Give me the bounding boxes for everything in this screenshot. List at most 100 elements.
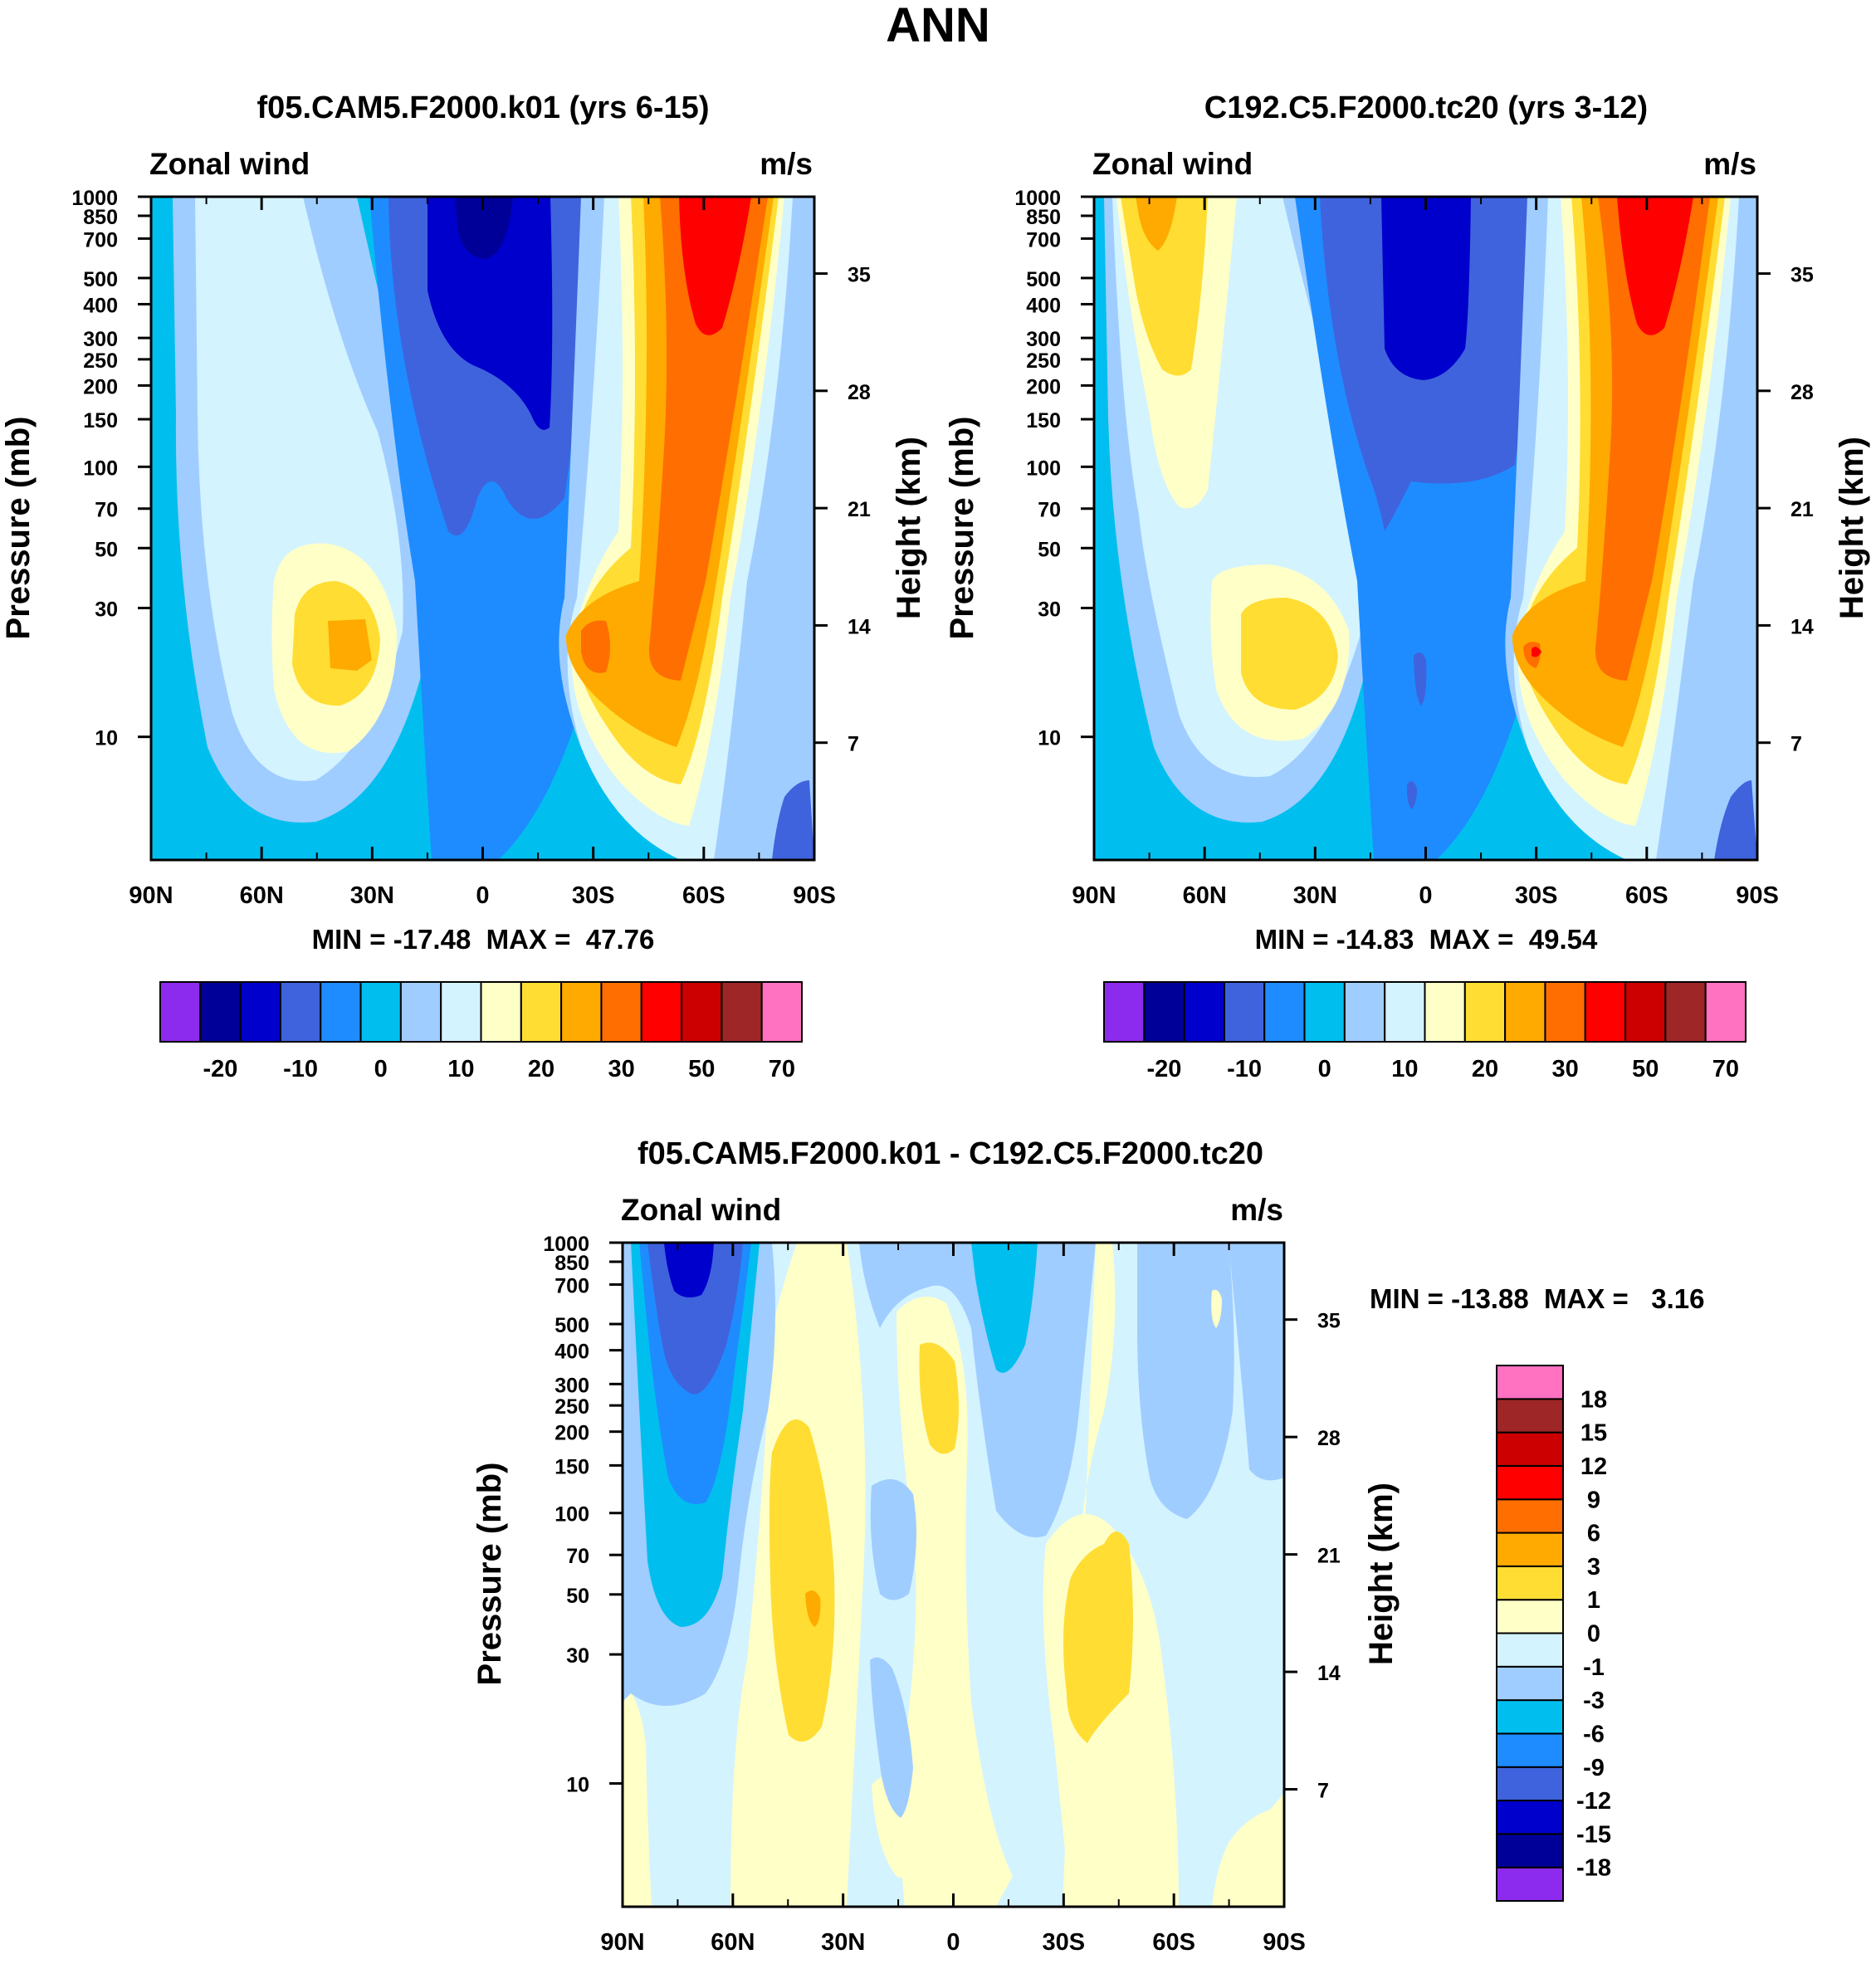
colorbar-box — [1303, 981, 1346, 1043]
colorbar-box — [1496, 1599, 1564, 1634]
colorbar: -20 -10 0 10 20 30 50 70 — [159, 981, 803, 1082]
height-tick-label: 14 — [1791, 615, 1814, 638]
x-tick-label: 60N — [240, 882, 284, 909]
height-tick-label: 28 — [1317, 1427, 1341, 1450]
contour-field — [1094, 197, 1757, 860]
y-tick-label: 400 — [554, 1341, 589, 1364]
colorbar-label: 50 — [688, 1056, 715, 1082]
x-tick-label: 30S — [572, 882, 615, 909]
x-axis: 90N 60N 30N 0 30S 60S 90S — [1072, 197, 1779, 909]
x-tick-label: 90N — [129, 882, 173, 909]
colorbar-label: 50 — [1632, 1056, 1659, 1082]
colorbar-box — [279, 981, 322, 1043]
colorbar-box — [359, 981, 402, 1043]
contour-band — [1381, 197, 1471, 380]
y-tick-label: 500 — [83, 268, 118, 291]
height-axis-label: Height (km) — [1834, 437, 1870, 619]
colorbar-label: -20 — [203, 1056, 238, 1082]
x-tick-label: 30N — [821, 1929, 865, 1956]
height-tick-label: 21 — [1791, 498, 1814, 521]
colorbar-box — [480, 981, 522, 1043]
panel-model2: C192.C5.F2000.tc20 (yrs 3-12) Zonal wind… — [944, 90, 1870, 1082]
colorbar-label: -1 — [1583, 1654, 1605, 1681]
y-tick-label: 10 — [566, 1773, 589, 1796]
x-tick-label: 30N — [1293, 882, 1337, 909]
y-tick-label: 300 — [1026, 328, 1061, 351]
colorbar-box — [1496, 1532, 1564, 1567]
height-axis: 35 28 21 14 7 — [1757, 264, 1814, 756]
contour-band — [870, 1479, 916, 1600]
contour-band — [1241, 598, 1338, 710]
colorbar-box — [399, 981, 442, 1043]
colorbar-label: 20 — [528, 1056, 554, 1082]
y-tick-label: 250 — [1026, 349, 1061, 373]
colorbar-box — [159, 981, 202, 1043]
height-tick-label: 28 — [848, 381, 871, 404]
colorbar-box — [440, 981, 482, 1043]
min-max-label: MIN = -13.88 MAX = 3.16 — [1370, 1283, 1705, 1314]
colorbar-label: -18 — [1576, 1855, 1611, 1882]
colorbar-box — [600, 981, 642, 1043]
colorbar-label: -10 — [1227, 1056, 1262, 1082]
colorbar-box — [1103, 981, 1146, 1043]
contour-band — [805, 1590, 821, 1627]
y-tick-label: 30 — [566, 1644, 589, 1668]
colorbar-box — [1343, 981, 1386, 1043]
colorbar-box — [1496, 1866, 1564, 1902]
colorbar-box — [1704, 981, 1747, 1043]
height-tick-label: 21 — [848, 498, 871, 521]
y-axis-label: Pressure (mb) — [0, 417, 37, 640]
x-tick-label: 90S — [1736, 882, 1779, 909]
y-tick-label: 700 — [83, 228, 118, 252]
colorbar-label: -10 — [283, 1056, 318, 1082]
y-axis-label: Pressure (mb) — [944, 417, 980, 640]
height-tick-label: 35 — [1791, 264, 1814, 287]
contour-band — [1714, 780, 1757, 860]
colorbar-box — [1624, 981, 1667, 1043]
contour-band — [455, 197, 513, 259]
height-axis-label: Height (km) — [1363, 1483, 1400, 1665]
height-tick-label: 7 — [1317, 1780, 1329, 1803]
colorbar-box — [1496, 1431, 1564, 1467]
contour-band — [896, 1297, 1013, 1907]
colorbar-label: 18 — [1580, 1386, 1607, 1413]
contour-band — [1406, 781, 1417, 809]
colorbar-label: 70 — [1712, 1056, 1739, 1082]
contour-band — [971, 1243, 1038, 1373]
x-tick-label: 30S — [1043, 1929, 1086, 1956]
x-tick-label: 0 — [1419, 882, 1432, 909]
contour-band — [1211, 1289, 1222, 1328]
y-tick-label: 300 — [554, 1374, 589, 1397]
contour-band — [1137, 1243, 1234, 1519]
left-string: Zonal wind — [621, 1193, 781, 1227]
y-tick-label: 200 — [554, 1422, 589, 1445]
y-axis-label: Pressure (mb) — [471, 1463, 508, 1686]
colorbar-label: 20 — [1472, 1056, 1498, 1082]
colorbar-box — [1143, 981, 1185, 1043]
x-tick-label: 0 — [476, 882, 489, 909]
colorbar-label: 6 — [1587, 1521, 1600, 1547]
min-max-label: MIN = -17.48 MAX = 47.76 — [312, 924, 655, 955]
contour-band — [623, 1685, 652, 1907]
y-tick-label: 700 — [554, 1274, 589, 1297]
colorbar: -20 -10 0 10 20 30 50 70 — [1103, 981, 1747, 1082]
contour-band — [1212, 1793, 1284, 1907]
colorbar-box — [1424, 981, 1466, 1043]
height-axis: 35 28 21 14 7 — [814, 264, 871, 756]
contour-band — [772, 780, 814, 860]
contour-band — [648, 197, 768, 681]
colorbar-label: 30 — [608, 1056, 634, 1082]
y-tick-label: 400 — [1026, 294, 1061, 317]
panel-model1: f05.CAM5.F2000.k01 (yrs 6-15) Zonal wind… — [0, 90, 927, 1082]
contour-band — [1595, 197, 1710, 681]
contour-band — [1414, 652, 1427, 706]
figure-title: ANN — [886, 0, 990, 52]
colorbar-box — [1496, 1464, 1564, 1501]
colorbar-box — [640, 981, 683, 1043]
left-string: Zonal wind — [1092, 147, 1253, 181]
contour-band — [919, 1342, 959, 1454]
x-tick-label: 30S — [1515, 882, 1558, 909]
contour-band — [872, 1772, 933, 1879]
